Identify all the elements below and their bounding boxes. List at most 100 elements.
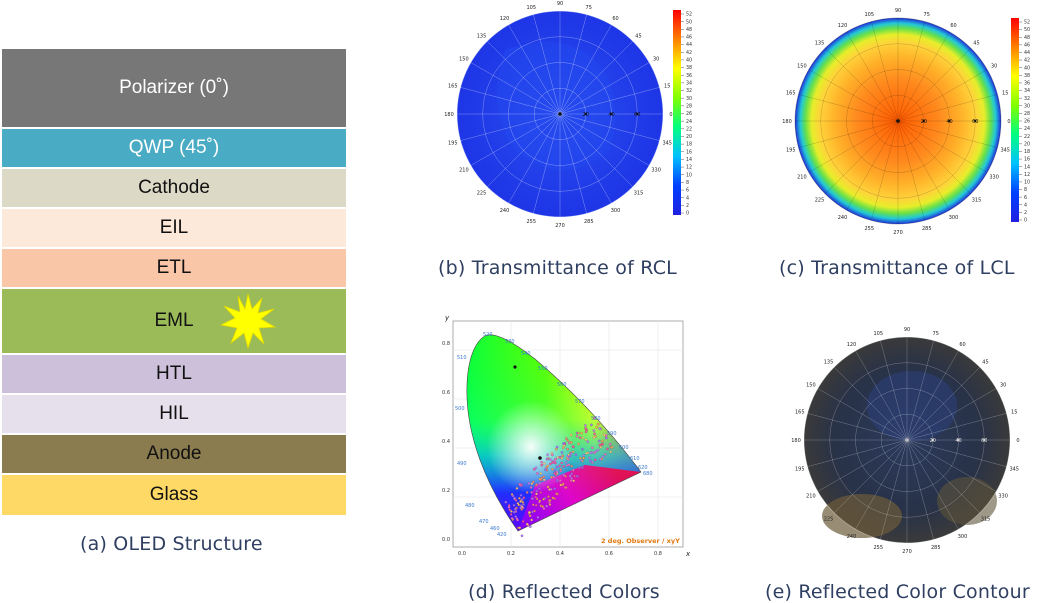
layer-label: Anode bbox=[146, 443, 202, 464]
angle-label: 210 bbox=[459, 168, 469, 174]
angle-label: 330 bbox=[998, 494, 1008, 500]
polar-spoke bbox=[559, 113, 660, 141]
angle-label: 75 bbox=[924, 12, 930, 18]
cie-observer-note: 2 deg. Observer / xyY bbox=[601, 537, 680, 545]
reflected-color-point bbox=[584, 430, 588, 434]
wavelength-label: 580 bbox=[591, 416, 601, 422]
contour-radial-ticks: 20 40 60 bbox=[930, 438, 988, 444]
reflected-color-point bbox=[575, 474, 579, 478]
colorbar-tick-label: 14 bbox=[686, 157, 692, 163]
reflected-color-point bbox=[581, 447, 584, 451]
layer-label: EIL bbox=[159, 217, 189, 238]
polar-spoke bbox=[460, 113, 561, 141]
reflected-color-point bbox=[513, 497, 516, 501]
lcl-colorbar bbox=[1011, 18, 1019, 222]
wavelength-label: 460 bbox=[490, 526, 500, 532]
radial-tick-label: 40 bbox=[955, 438, 961, 444]
reflected-color-point bbox=[530, 518, 533, 522]
angle-label: 300 bbox=[949, 215, 959, 221]
reflected-color-point bbox=[539, 491, 543, 494]
radial-tick-label: 20 bbox=[930, 438, 936, 444]
reflected-color-point bbox=[528, 525, 532, 528]
reflected-color-point bbox=[601, 439, 604, 443]
wavelength-label: 520 bbox=[483, 332, 493, 338]
reflected-color-point bbox=[560, 461, 564, 465]
angle-label: 90 bbox=[904, 327, 910, 333]
lcl-radial-ticks: 20 40 60 bbox=[921, 119, 979, 125]
angle-label: 300 bbox=[958, 534, 968, 540]
polar-spoke bbox=[559, 24, 612, 115]
reflected-color-point bbox=[513, 507, 517, 511]
polar-spoke bbox=[798, 120, 899, 148]
angle-label: 90 bbox=[557, 1, 563, 7]
polar-spoke bbox=[508, 113, 561, 204]
angle-label: 90 bbox=[895, 8, 901, 14]
radial-tick-dot bbox=[931, 438, 934, 442]
reflected-color-point bbox=[542, 497, 545, 501]
reflected-color-point bbox=[595, 425, 598, 429]
reflected-color-point bbox=[510, 510, 513, 513]
angle-label: 75 bbox=[586, 5, 592, 11]
colorbar-tick-label: 6 bbox=[1024, 195, 1027, 201]
colorbar-tick-label: 4 bbox=[686, 195, 689, 201]
reflected-color-point bbox=[596, 448, 600, 452]
reflected-color-point bbox=[522, 496, 526, 500]
layer-hil: HIL bbox=[2, 395, 346, 433]
reflected-color-point bbox=[582, 456, 585, 460]
y-tick-label: 0.6 bbox=[442, 390, 450, 396]
reflected-color-point bbox=[558, 464, 562, 468]
colorbar-tick-label: 20 bbox=[686, 134, 692, 140]
reflected-color-point bbox=[575, 434, 579, 438]
reflected-color-point bbox=[549, 462, 552, 466]
colorbar-tick-label: 28 bbox=[1024, 111, 1030, 117]
reflected-color-point bbox=[585, 451, 588, 455]
cie-spectral-locus bbox=[466, 334, 642, 532]
reflected-color-point bbox=[590, 461, 594, 464]
polar-spoke bbox=[559, 62, 650, 115]
angle-label: 225 bbox=[824, 516, 834, 522]
colorbar-tick-label: 0 bbox=[1024, 218, 1027, 224]
wavelength-label: 560 bbox=[557, 382, 567, 388]
radial-tick-dot bbox=[584, 112, 587, 116]
reflected-color-point bbox=[535, 497, 539, 501]
rcl-polar-plot: 9075604530150345330315300285270255240225… bbox=[444, 1, 672, 229]
polar-spoke bbox=[807, 413, 908, 441]
polar-spoke bbox=[508, 24, 561, 115]
reflected-color-point bbox=[553, 497, 556, 500]
reflected-color-point bbox=[603, 433, 606, 437]
reflected-color-point bbox=[584, 427, 587, 430]
colorbar-tick-label: 24 bbox=[1024, 126, 1030, 132]
colorbar-tick-label: 34 bbox=[1024, 88, 1030, 94]
angle-label: 150 bbox=[459, 57, 469, 63]
angle-label: 180 bbox=[782, 119, 792, 125]
reflected-color-point bbox=[552, 475, 556, 479]
reflected-color-point bbox=[519, 493, 523, 497]
reflected-color-point bbox=[581, 466, 584, 469]
reflected-color-point bbox=[542, 475, 546, 479]
reflected-color-point bbox=[518, 483, 522, 486]
radial-tick-dot bbox=[948, 119, 951, 123]
reflected-color-point bbox=[545, 504, 548, 508]
reflected-color-point bbox=[534, 495, 538, 499]
colorbar-tick-label: 22 bbox=[686, 126, 692, 132]
reflected-color-point bbox=[537, 487, 541, 491]
angle-label: 45 bbox=[973, 41, 979, 47]
angle-label: 180 bbox=[444, 112, 454, 118]
reflected-color-point bbox=[558, 479, 562, 482]
layer-htl: HTL bbox=[2, 355, 346, 393]
layer-anode: Anode bbox=[2, 435, 346, 473]
wavelength-label: 510 bbox=[457, 355, 467, 361]
reflected-color-point bbox=[542, 462, 546, 465]
reflected-color-point bbox=[598, 443, 602, 447]
y-tick-label: 0.2 bbox=[442, 488, 450, 494]
reflected-color-point bbox=[598, 427, 601, 430]
reflected-color-point bbox=[538, 481, 541, 485]
angle-label: 285 bbox=[922, 226, 932, 232]
colorbar-tick-label: 12 bbox=[1024, 172, 1030, 178]
y-tick-label: 0.0 bbox=[442, 537, 450, 543]
angle-label: 45 bbox=[982, 360, 988, 366]
colorbar-tick-label: 6 bbox=[686, 188, 689, 194]
reflected-color-point bbox=[591, 446, 594, 450]
radial-tick-label: 60 bbox=[981, 438, 987, 444]
polar-spoke bbox=[824, 120, 899, 195]
